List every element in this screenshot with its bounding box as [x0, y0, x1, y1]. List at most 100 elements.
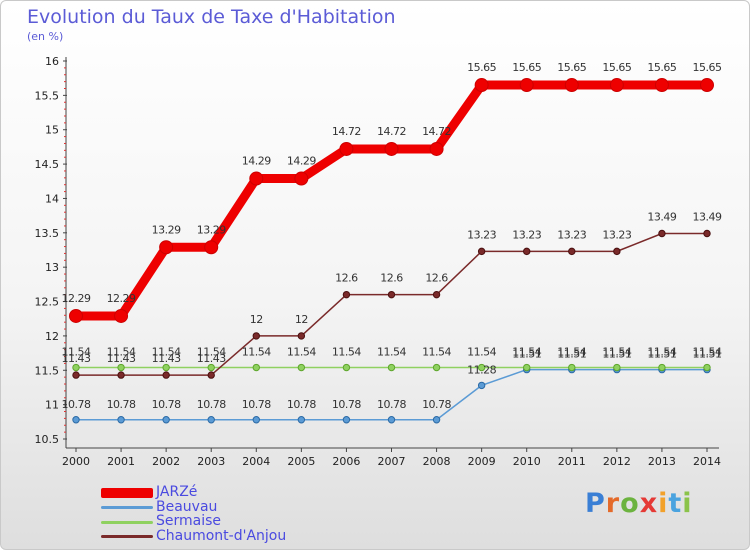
data-label: 15.65	[512, 61, 541, 74]
data-point	[523, 363, 531, 372]
data-label: 11.43	[152, 352, 181, 365]
logo-letter: i	[682, 488, 693, 519]
data-label: 11.54	[152, 346, 181, 359]
data-label: 10.78	[107, 398, 136, 411]
legend-item: Beauvau	[101, 498, 361, 515]
data-point	[703, 363, 711, 372]
data-point	[658, 363, 666, 372]
data-point	[207, 371, 215, 379]
data-point	[519, 78, 534, 93]
data-label: 10.78	[332, 398, 361, 411]
data-point	[564, 78, 579, 93]
data-label: 14.29	[287, 155, 316, 168]
logo-letter: o	[620, 488, 640, 519]
data-point	[568, 363, 576, 372]
data-label: 15.65	[693, 61, 722, 74]
data-point	[159, 240, 174, 255]
data-point	[252, 332, 260, 340]
data-point	[654, 78, 669, 93]
data-label: 11.51	[693, 348, 722, 361]
legend-swatch	[101, 506, 153, 509]
data-label: 11.54	[422, 346, 451, 359]
data-point	[117, 416, 125, 424]
data-point	[297, 332, 306, 340]
chart-title: Evolution du Taux de Taxe d'Habitation	[27, 6, 396, 28]
y-tick-label: 16	[45, 55, 59, 68]
data-label: 11.43	[197, 352, 226, 365]
data-point	[342, 290, 351, 299]
data-point	[297, 416, 306, 424]
y-tick-label: 14	[45, 192, 59, 205]
x-tick-label: 2013	[648, 455, 676, 468]
x-tick-label: 2011	[558, 455, 586, 468]
data-point	[117, 363, 125, 372]
data-point	[429, 141, 444, 156]
legend-label: Sermaise	[156, 513, 222, 529]
data-label: 15.65	[602, 61, 631, 74]
data-label: 12	[250, 313, 263, 326]
data-point	[474, 78, 489, 93]
data-label: 13.23	[512, 228, 541, 241]
data-point	[568, 247, 576, 256]
y-tick-label: 15.5	[35, 89, 60, 102]
data-point	[387, 363, 396, 372]
data-label: 14.72	[422, 125, 451, 138]
y-tick-label: 11	[45, 399, 59, 412]
data-label: 11.54	[467, 346, 496, 359]
data-label: 13.49	[647, 211, 676, 224]
legend-label: Chaumont-d'Anjou	[156, 527, 287, 544]
data-point	[700, 78, 714, 93]
legend-item: JARZé	[101, 484, 361, 500]
data-label: 11.54	[647, 346, 676, 359]
data-label: 11.54	[377, 346, 406, 359]
data-label: 13.23	[467, 228, 496, 241]
data-label: 13.49	[693, 211, 722, 224]
data-label: 10.78	[152, 398, 181, 411]
data-point	[294, 171, 309, 186]
data-label: 10.78	[377, 398, 406, 411]
logo-letter: x	[639, 488, 659, 519]
x-tick-label: 2012	[603, 455, 631, 468]
data-point	[117, 371, 125, 379]
x-tick-label: 2005	[287, 455, 315, 468]
x-tick-label: 2004	[242, 455, 270, 468]
data-point	[387, 290, 396, 299]
data-label: 10.78	[287, 398, 316, 411]
data-label: 12	[295, 313, 308, 326]
data-point	[342, 416, 351, 424]
data-label: 15.65	[647, 61, 676, 74]
data-point	[658, 229, 666, 238]
logo-letter: t	[668, 488, 683, 519]
data-point	[72, 416, 80, 424]
y-tick-label: 13.5	[35, 227, 60, 240]
data-label: 12.6	[425, 272, 448, 285]
logo-letter: i	[658, 488, 669, 519]
data-label: 11.54	[197, 346, 226, 359]
data-point	[384, 141, 399, 156]
data-label: 11.54	[512, 346, 541, 359]
data-point	[477, 381, 486, 390]
y-tick-label: 12.5	[35, 296, 60, 309]
chart-subtitle: (en %)	[27, 30, 64, 43]
data-point	[207, 363, 215, 372]
data-label: 11.54	[287, 346, 316, 359]
series-line-1	[75, 368, 708, 421]
logo-letter: r	[605, 488, 621, 519]
data-point	[387, 416, 396, 424]
data-point	[69, 308, 83, 323]
data-label: 11.43	[107, 352, 136, 365]
data-point	[342, 363, 351, 372]
data-point	[703, 229, 711, 238]
x-tick-label: 2014	[693, 455, 721, 468]
y-tick-label: 14.5	[35, 158, 60, 171]
x-tick-label: 2001	[107, 455, 135, 468]
legend-label: Beauvau	[156, 498, 218, 515]
data-label: 11.51	[557, 348, 586, 361]
legend-swatch	[101, 535, 153, 538]
data-label: 14.72	[377, 125, 406, 138]
data-label: 11.54	[557, 346, 586, 359]
data-point	[297, 363, 306, 372]
data-label: 13.29	[152, 223, 181, 236]
data-label: 11.51	[512, 348, 541, 361]
